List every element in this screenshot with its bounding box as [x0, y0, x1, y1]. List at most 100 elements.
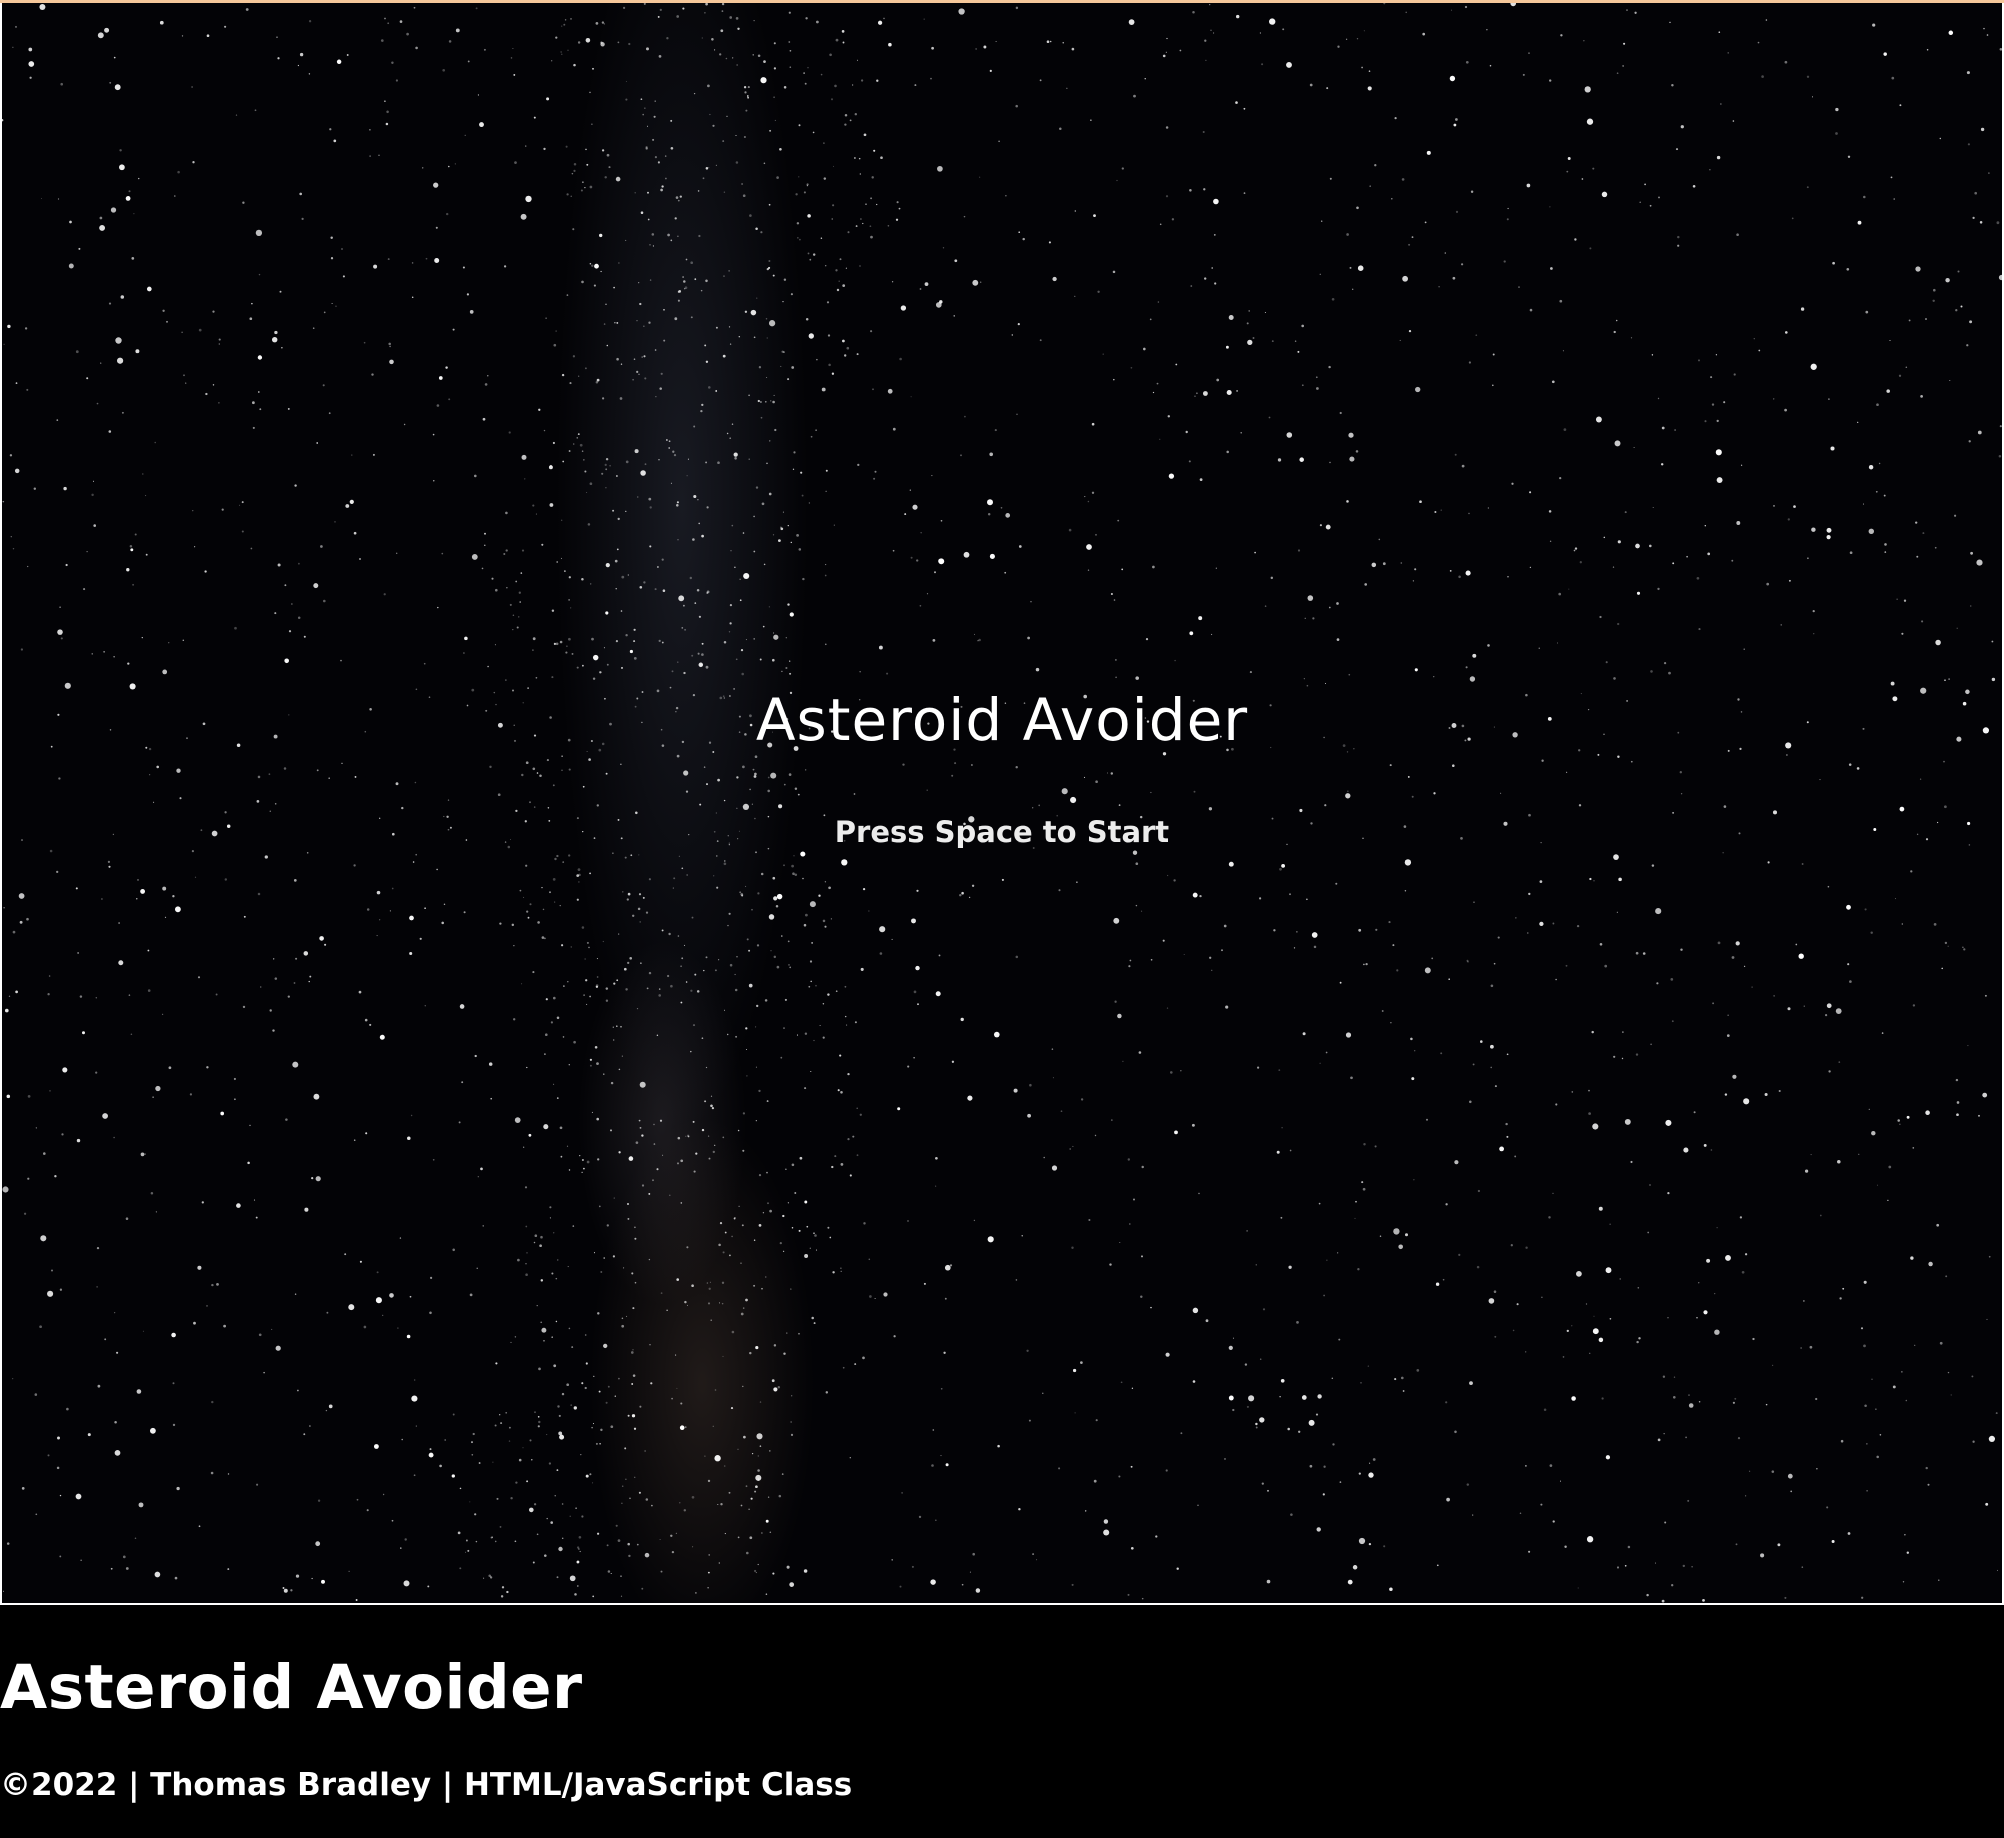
game-canvas[interactable]: Asteroid Avoider Press Space to Start — [0, 3, 2004, 1605]
star — [555, 1277, 558, 1280]
star — [787, 1202, 790, 1204]
star — [308, 73, 311, 75]
star — [1051, 1048, 1054, 1050]
star — [1464, 5, 1468, 9]
star — [274, 803, 277, 805]
star — [141, 636, 143, 639]
star — [797, 793, 800, 796]
star — [114, 84, 121, 91]
star — [1912, 1004, 1916, 1007]
star — [1130, 366, 1133, 369]
star — [561, 53, 563, 55]
star — [1737, 1437, 1741, 1440]
star — [1863, 195, 1866, 199]
star — [702, 177, 705, 180]
star — [1661, 1599, 1665, 1603]
star — [524, 478, 526, 480]
star — [848, 821, 851, 823]
star — [146, 286, 152, 292]
star — [1202, 391, 1208, 396]
star — [793, 451, 796, 454]
star — [707, 84, 710, 88]
star — [772, 274, 775, 277]
star — [661, 744, 665, 747]
star — [824, 574, 827, 577]
star — [433, 182, 439, 188]
star — [600, 671, 602, 674]
star — [649, 506, 652, 509]
star — [297, 64, 300, 67]
star — [1315, 376, 1318, 379]
star — [1516, 1303, 1519, 1306]
star — [573, 1040, 576, 1044]
star — [311, 1577, 313, 1580]
star — [1682, 1564, 1686, 1568]
star — [627, 1203, 629, 1205]
star — [617, 1539, 621, 1542]
star — [1296, 1321, 1299, 1324]
star — [1213, 32, 1215, 34]
star — [1578, 804, 1582, 807]
star — [1080, 1098, 1084, 1101]
star — [1061, 788, 1068, 795]
star — [706, 783, 708, 786]
star — [701, 1128, 705, 1132]
star — [554, 857, 557, 861]
star — [1346, 233, 1349, 236]
star — [1132, 1198, 1136, 1201]
star — [1846, 267, 1850, 271]
star — [258, 273, 261, 276]
star — [443, 815, 445, 818]
star — [1991, 640, 1994, 643]
star — [1945, 277, 1950, 283]
star — [749, 1536, 753, 1540]
star — [684, 286, 688, 290]
star — [1352, 288, 1354, 290]
star — [1322, 1493, 1325, 1496]
star — [656, 566, 659, 568]
star — [1592, 167, 1595, 170]
star — [944, 1297, 947, 1300]
star — [429, 1311, 432, 1315]
star — [200, 829, 203, 832]
star — [1835, 132, 1838, 135]
star — [1188, 460, 1191, 463]
star — [1612, 566, 1615, 568]
star — [1210, 29, 1212, 31]
star — [768, 320, 776, 327]
star — [541, 543, 544, 546]
star — [683, 770, 689, 776]
star — [1059, 127, 1062, 131]
star — [288, 714, 290, 716]
star — [849, 1174, 852, 1177]
star — [772, 876, 776, 880]
star — [1149, 318, 1152, 321]
star — [1000, 506, 1003, 509]
star — [606, 1544, 609, 1547]
star — [103, 651, 105, 653]
star — [1593, 1315, 1595, 1317]
star — [770, 772, 777, 779]
star — [437, 606, 439, 609]
star — [768, 260, 771, 262]
star — [718, 959, 720, 961]
star — [429, 1276, 433, 1280]
star — [742, 532, 745, 534]
star — [723, 275, 725, 277]
star — [780, 365, 782, 367]
star — [738, 715, 741, 718]
star — [1944, 805, 1947, 809]
star — [911, 1565, 914, 1568]
star — [584, 470, 587, 473]
star — [677, 661, 679, 663]
star — [1362, 837, 1364, 839]
star — [802, 577, 805, 581]
star — [249, 317, 253, 321]
star — [1815, 1397, 1818, 1401]
star — [259, 408, 262, 411]
star — [1066, 87, 1068, 89]
star — [242, 201, 245, 204]
star — [1470, 190, 1474, 194]
star — [47, 1290, 54, 1297]
star — [1048, 241, 1051, 244]
